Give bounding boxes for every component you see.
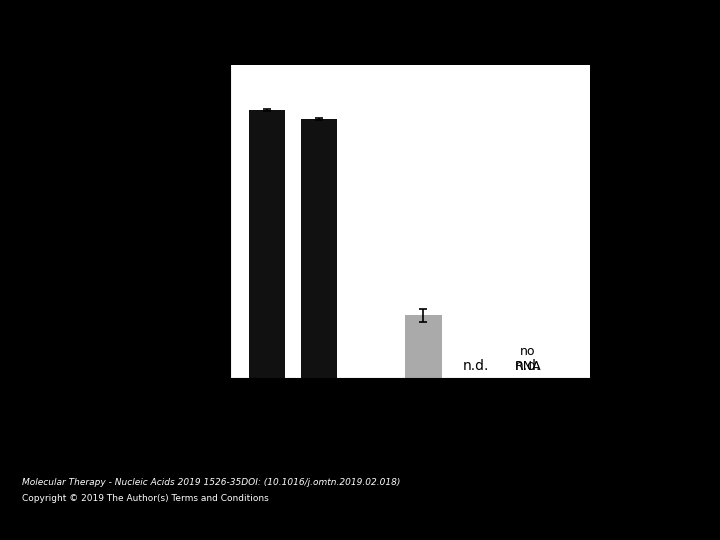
Bar <box>301 119 338 540</box>
Text: cellulose-
purified: cellulose- purified <box>148 403 214 433</box>
Text: Molecular Therapy - Nucleic Acids 2019 1526-35DOI: (10.1016/j.omtn.2019.02.018): Molecular Therapy - Nucleic Acids 2019 1… <box>22 478 400 487</box>
Text: U-
mRNA: U- mRNA <box>269 447 317 480</box>
Bar <box>248 110 285 540</box>
Y-axis label: IFN-α [pg/ml]: IFN-α [pg/ml] <box>169 171 184 272</box>
Text: Copyright © 2019 The Author(s) Terms and Conditions: Copyright © 2019 The Author(s) Terms and… <box>22 494 269 503</box>
Text: n.d.: n.d. <box>462 359 489 373</box>
Text: no
RNA: no RNA <box>515 345 541 373</box>
Text: n.d.: n.d. <box>515 359 541 373</box>
Text: m1Ψ-
mRNA: m1Ψ- mRNA <box>426 447 473 480</box>
Bar <box>405 315 441 540</box>
Text: Figure 7: Figure 7 <box>329 38 391 53</box>
